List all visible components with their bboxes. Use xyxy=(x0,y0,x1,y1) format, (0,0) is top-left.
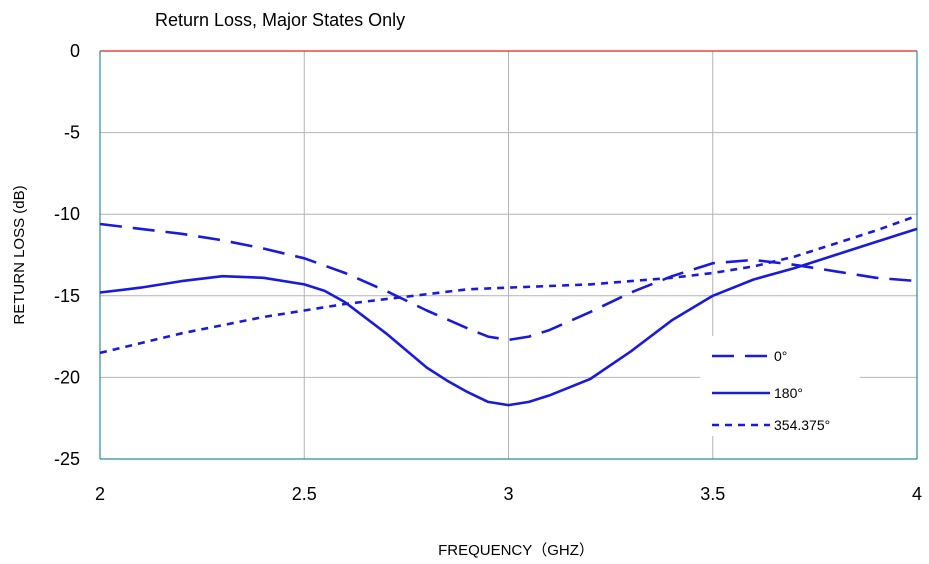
legend-label: 0° xyxy=(774,348,787,364)
x-tick-label: 2.5 xyxy=(292,484,317,504)
y-tick-label: 0 xyxy=(70,41,80,61)
x-tick-label: 2 xyxy=(95,484,105,504)
y-tick-label: -20 xyxy=(54,367,80,387)
chart-title: Return Loss, Major States Only xyxy=(155,10,405,30)
y-axis-ticks: 0 -5 -10 -15 -20 -25 xyxy=(54,41,80,469)
legend-box xyxy=(700,336,860,436)
legend-label: 180° xyxy=(774,385,803,401)
legend-label: 354.375° xyxy=(774,417,830,433)
y-tick-label: -5 xyxy=(64,123,80,143)
x-tick-label: 3 xyxy=(503,484,513,504)
x-axis-ticks: 2 2.5 3 3.5 4 xyxy=(95,484,922,504)
legend: 0° 180° 354.375° xyxy=(700,336,860,436)
y-tick-label: -25 xyxy=(54,449,80,469)
y-axis-label: RETURN LOSS (dB) xyxy=(11,185,28,324)
series-line-0 xyxy=(99,222,918,342)
x-tick-label: 3.5 xyxy=(700,484,725,504)
x-axis-label: FREQUENCY（GHZ） xyxy=(438,542,594,559)
y-tick-label: -15 xyxy=(54,286,80,306)
plot-frame xyxy=(99,50,918,460)
x-tick-label: 4 xyxy=(912,484,922,504)
series-line-1 xyxy=(99,227,918,407)
y-tick-label: -10 xyxy=(54,204,80,224)
series-lines xyxy=(99,214,918,407)
